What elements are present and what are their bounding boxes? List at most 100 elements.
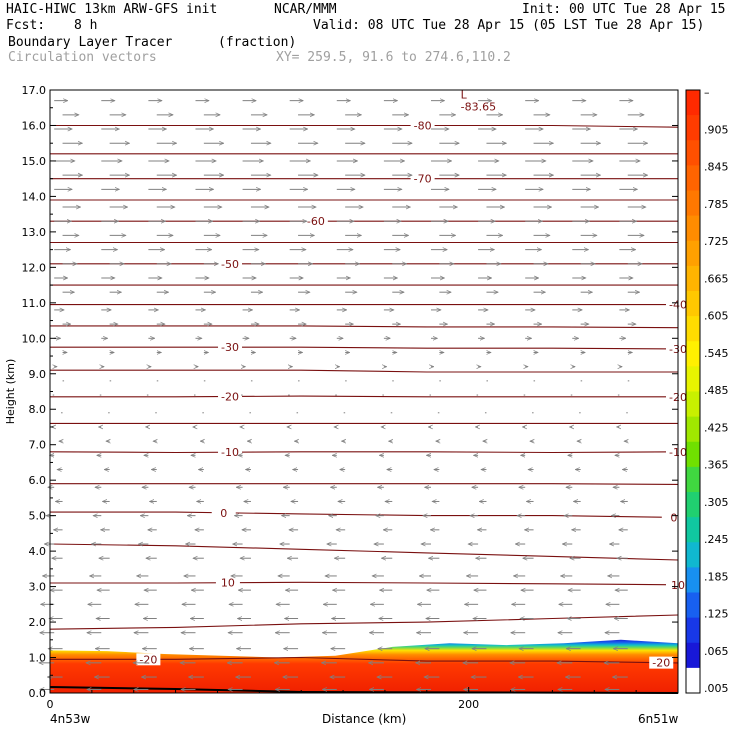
temperature-contour [50,346,679,350]
colorbar-label: .005 [704,682,729,695]
colorbar-swatch [686,667,700,694]
contour-label-bg [410,172,435,185]
colorbar-label: .785 [704,198,729,211]
colorbar-swatch [686,265,700,292]
contour-label: -10 [221,446,239,459]
contour-label-bg [218,390,243,403]
y-tick-label: 10.0 [22,332,47,345]
contour-label-bg [410,119,435,132]
colorbar-swatch [686,341,700,367]
colorbar-label: .125 [704,608,729,621]
field-units: (fraction) [218,35,297,50]
colorbar-label: .845 [704,161,729,174]
contour-label: -20 [221,391,239,404]
colorbar-label: .485 [704,384,729,397]
x-tick-label: 200 [458,698,479,711]
x-end-label: 6n51w [638,712,679,726]
colorbar-label: .665 [704,272,729,285]
colorbar-swatch [686,366,700,392]
temperature-contour [50,483,679,485]
colorbar-swatch [686,316,700,342]
y-tick-label: 15.0 [22,155,47,168]
y-tick-label: 17.0 [22,84,47,97]
y-axis-title: Height (km) [4,359,17,425]
contour-label-bg [649,656,674,669]
y-tick-label: 0.0 [29,687,47,700]
y-tick-label: 5.0 [29,510,47,523]
colorbar-label: .725 [704,235,729,248]
colorbar-label: .305 [704,496,729,509]
contour-label-bg [215,576,240,589]
colorbar-swatch [686,90,700,116]
contour-label: -80 [414,119,432,132]
y-tick-label: 11.0 [22,297,47,310]
colorbar-swatch [686,617,700,644]
contour-label-bg [218,257,243,270]
min-marker-value: -83.65 [461,100,496,113]
forecast-value: 8 h [74,18,98,33]
colorbar-label: .905 [704,123,729,136]
y-tick-label: 8.0 [29,403,47,416]
contour-label: 0 [220,507,227,520]
y-tick-label: 2.0 [29,616,47,629]
contour-label-bg [218,446,243,459]
colorbar-swatch [686,592,700,619]
colorbar-swatch [686,165,700,191]
org-label: NCAR/MMM [274,2,337,17]
plot-frame [49,89,679,694]
colorbar-label: .065 [704,645,729,658]
temperature-contour [50,369,678,373]
valid-time: Valid: 08 UTC Tue 28 Apr 15 (05 LST Tue … [313,18,705,33]
colorbar-swatch [686,215,700,242]
colorbar-swatch [686,492,700,518]
contour-label-bg [303,215,328,228]
colorbar-swatch [686,517,700,543]
vectors-label: Circulation vectors [8,50,157,65]
min-marker-symbol: L [461,88,468,101]
y-tick-label: 16.0 [22,119,47,132]
colorbar-label: – [704,86,710,99]
colorbar-label: .605 [704,310,729,323]
y-tick-label: 3.0 [29,581,47,594]
tracer-fill [50,639,678,693]
temperature-contour [50,325,679,329]
contour-label: -20 [652,657,670,670]
y-tick-label: 14.0 [22,190,47,203]
contour-label-bg [211,506,236,519]
temperature-contour [49,543,679,561]
colorbar-label: .185 [704,570,729,583]
contour-label-bg [218,341,243,354]
y-tick-label: 7.0 [29,439,47,452]
colorbar-label: .545 [704,347,729,360]
contour-label: -70 [414,173,432,186]
colorbar-swatch [686,567,700,593]
y-tick-label: 1.0 [29,652,47,665]
contour-label: -50 [221,258,239,271]
colorbar-swatch [686,291,700,317]
x-axis-title: Distance (km) [322,712,407,726]
y-tick-label: 12.0 [22,261,47,274]
contour-label: -20 [139,653,157,666]
contour-label: 10 [221,577,235,590]
field-name: Boundary Layer Tracer [8,35,173,50]
contour-label-bg [136,653,161,666]
temperature-contour [50,395,678,398]
model-title: HAIC-HIWC 13km ARW-GFS init [6,2,218,17]
cross-section-endpoints: XY= 259.5, 91.6 to 274.6,110.2 [276,50,511,65]
init-time: Init: 00 UTC Tue 28 Apr 15 [522,2,726,17]
colorbar-swatch [686,466,700,493]
colorbar-label: .425 [704,421,729,434]
colorbar-label: .365 [704,459,729,472]
y-tick-label: 13.0 [22,226,47,239]
contour-label: -30 [221,341,239,354]
colorbar-swatch [686,140,700,166]
temperature-contour [50,124,679,128]
y-tick-label: 6.0 [29,474,47,487]
colorbar-label: .245 [704,533,729,546]
colorbar-frame [685,89,701,694]
x-start-label: 4n53w [50,712,91,726]
y-tick-label: 4.0 [29,545,47,558]
temperature-contour [49,451,679,454]
contour-label: 0 [670,511,677,524]
